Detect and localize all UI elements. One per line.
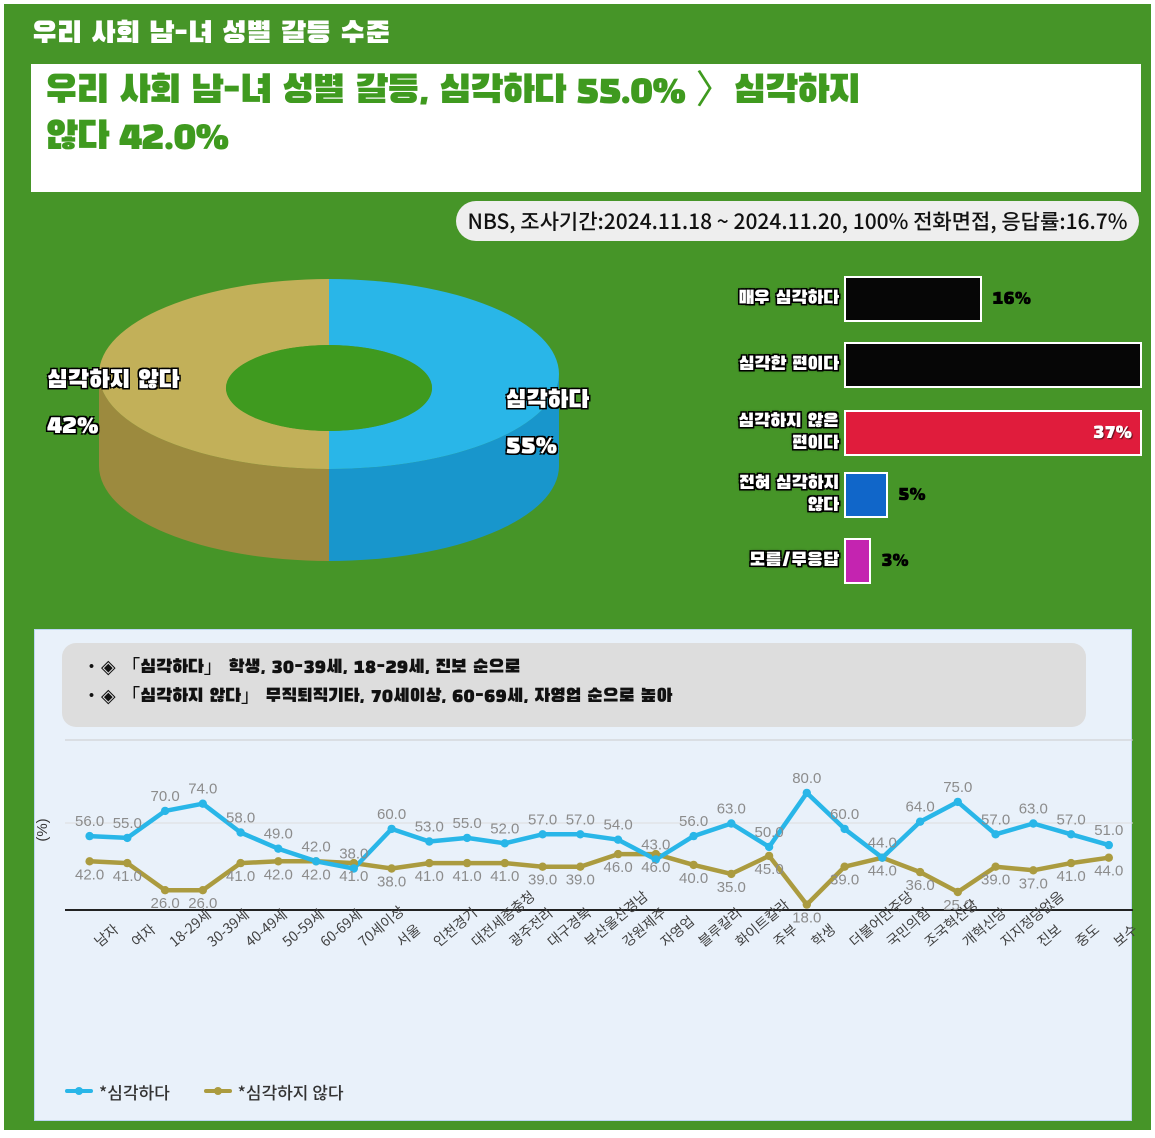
svg-text:55.0: 55.0: [452, 815, 481, 832]
svg-text:54.0: 54.0: [603, 817, 632, 834]
svg-text:26.0: 26.0: [150, 895, 179, 912]
svg-text:49.0: 49.0: [264, 826, 293, 843]
svg-text:50.0: 50.0: [754, 824, 783, 841]
svg-text:41.0: 41.0: [226, 868, 255, 885]
svg-text:41.0: 41.0: [415, 868, 444, 885]
svg-text:42.0: 42.0: [75, 866, 104, 883]
svg-text:57.0: 57.0: [981, 811, 1010, 828]
svg-text:38.0: 38.0: [339, 846, 368, 863]
svg-text:57.0: 57.0: [566, 811, 595, 828]
svg-text:41.0: 41.0: [452, 868, 481, 885]
svg-text:64.0: 64.0: [905, 799, 934, 816]
svg-text:45.0: 45.0: [754, 861, 783, 878]
svg-text:55.0: 55.0: [113, 815, 142, 832]
svg-text:52.0: 52.0: [490, 820, 519, 837]
svg-text:39.0: 39.0: [981, 872, 1010, 889]
svg-text:57.0: 57.0: [528, 811, 557, 828]
svg-text:41.0: 41.0: [339, 868, 368, 885]
svg-text:58.0: 58.0: [226, 810, 255, 827]
svg-text:39.0: 39.0: [830, 872, 859, 889]
svg-text:42.0: 42.0: [301, 838, 330, 855]
svg-text:63.0: 63.0: [1019, 801, 1048, 818]
svg-text:44.0: 44.0: [1094, 863, 1123, 880]
svg-text:41.0: 41.0: [1056, 868, 1085, 885]
svg-text:80.0: 80.0: [792, 770, 821, 787]
svg-text:35.0: 35.0: [717, 879, 746, 896]
svg-text:51.0: 51.0: [1094, 822, 1123, 839]
svg-text:39.0: 39.0: [528, 872, 557, 889]
svg-text:56.0: 56.0: [679, 813, 708, 830]
svg-text:56.0: 56.0: [75, 813, 104, 830]
svg-text:46.0: 46.0: [603, 859, 632, 876]
svg-text:37.0: 37.0: [1019, 875, 1048, 892]
svg-text:18.0: 18.0: [792, 910, 821, 927]
svg-text:40.0: 40.0: [679, 870, 708, 887]
svg-text:60.0: 60.0: [377, 806, 406, 823]
svg-text:60.0: 60.0: [830, 806, 859, 823]
svg-text:70.0: 70.0: [150, 788, 179, 805]
svg-text:53.0: 53.0: [415, 819, 444, 836]
svg-text:42.0: 42.0: [301, 866, 330, 883]
svg-text:75.0: 75.0: [943, 779, 972, 796]
svg-text:63.0: 63.0: [717, 801, 746, 818]
svg-text:39.0: 39.0: [566, 872, 595, 889]
svg-text:(%): (%): [35, 818, 51, 841]
svg-text:42.0: 42.0: [264, 866, 293, 883]
svg-text:43.0: 43.0: [641, 837, 670, 854]
svg-text:38.0: 38.0: [377, 874, 406, 891]
svg-text:57.0: 57.0: [1056, 811, 1085, 828]
svg-text:44.0: 44.0: [868, 863, 897, 880]
svg-text:41.0: 41.0: [113, 868, 142, 885]
svg-text:44.0: 44.0: [868, 835, 897, 852]
svg-text:36.0: 36.0: [905, 877, 934, 894]
svg-text:74.0: 74.0: [188, 781, 217, 798]
svg-text:41.0: 41.0: [490, 868, 519, 885]
svg-text:46.0: 46.0: [641, 859, 670, 876]
